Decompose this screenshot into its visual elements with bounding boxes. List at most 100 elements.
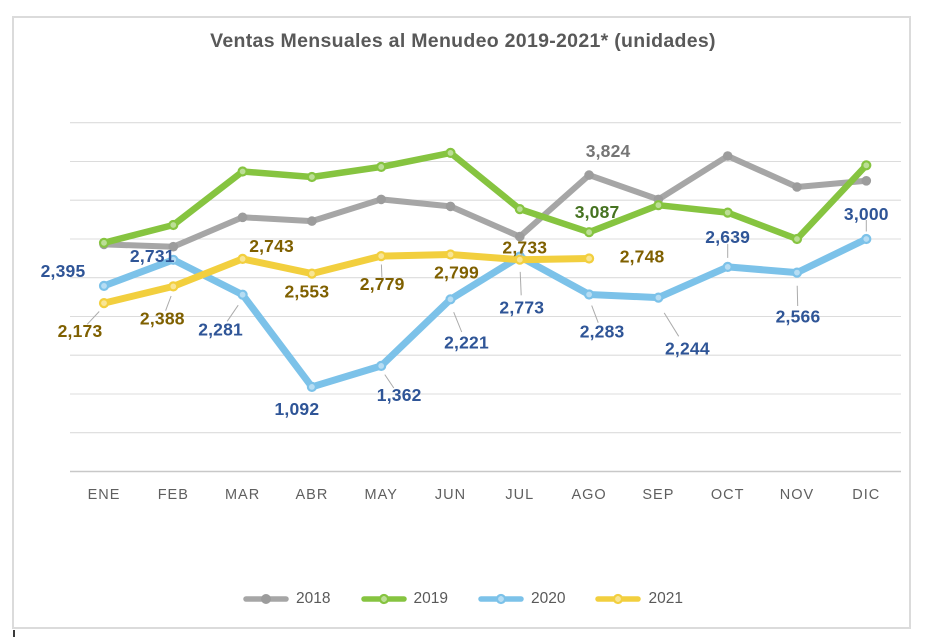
point-marker-2019-may: [376, 161, 387, 172]
legend-label-2021: 2021: [648, 590, 683, 607]
point-marker-2020-mar: [237, 289, 248, 300]
point-marker-2019-jun: [445, 147, 456, 158]
point-marker-2020-sep: [653, 292, 664, 303]
label-leader-line: [86, 311, 100, 325]
legend-item-2018: 2018: [243, 590, 331, 608]
point-marker-2018-oct: [722, 151, 733, 161]
data-label-2019-ago: 3,087: [575, 202, 620, 222]
point-marker-2020-abr: [306, 381, 317, 392]
data-label-2020-may: 1,362: [377, 385, 422, 405]
x-axis-label-may: MAY: [365, 487, 398, 503]
point-marker-2020-oct: [722, 261, 733, 272]
label-leader-line: [380, 264, 383, 278]
data-label-2020-nov: 2,566: [776, 307, 821, 327]
point-marker-2021-jun: [445, 249, 456, 260]
point-marker-2021-ene: [98, 298, 110, 309]
data-label-2020-oct: 2,639: [705, 227, 750, 247]
label-leader-line: [519, 271, 522, 296]
point-marker-2021-mar: [237, 253, 248, 264]
x-axis-label-ago: AGO: [571, 487, 606, 503]
point-marker-2018-mar: [237, 212, 248, 223]
data-label-2020-jul: 2,773: [499, 298, 544, 318]
point-marker-2018-dic: [861, 176, 872, 186]
point-marker-2020-feb: [168, 254, 179, 265]
point-marker-2020-ene: [98, 280, 110, 291]
point-marker-2019-mar: [237, 166, 248, 177]
x-axis-label-oct: OCT: [711, 487, 745, 503]
x-axis-label-sep: SEP: [642, 487, 674, 503]
x-axis-label-mar: MAR: [225, 487, 260, 503]
point-marker-2019-sep: [653, 200, 664, 211]
label-leader-line: [453, 312, 463, 333]
label-leader-line: [165, 295, 172, 311]
legend-marker-2019: [360, 593, 407, 605]
series-line-2020: [100, 235, 870, 391]
data-label-2020-feb: 2,731: [130, 246, 175, 266]
data-label-2021-feb: 2,388: [140, 308, 185, 328]
data-label-2021-may: 2,779: [360, 274, 405, 294]
legend-marker-2021: [595, 593, 642, 605]
point-marker-2018-nov: [792, 182, 802, 192]
x-axis-label-jun: JUN: [435, 487, 466, 503]
legend-item-2019: 2019: [360, 590, 448, 608]
x-axis-label-feb: FEB: [158, 487, 189, 503]
point-marker-2018-ago: [584, 170, 594, 180]
data-label-2020-ago: 2,283: [580, 322, 625, 342]
text-cursor-mark: [13, 630, 15, 637]
data-label-2021-ago: 2,748: [620, 247, 665, 267]
point-marker-2020-nov: [791, 267, 803, 278]
point-marker-2018-feb: [168, 241, 179, 252]
x-axis-label-jul: JUL: [505, 487, 534, 503]
point-marker-2019-jul: [514, 204, 525, 215]
point-marker-2019-feb: [168, 219, 179, 231]
point-marker-2018-abr: [307, 216, 317, 226]
label-leader-line: [663, 312, 680, 337]
x-axis-label-abr: ABR: [295, 487, 328, 503]
chart-object[interactable]: [12, 16, 911, 629]
point-marker-2020-ago: [583, 289, 595, 300]
point-marker-2019-ago: [583, 227, 595, 238]
point-marker-2019-oct: [722, 207, 733, 218]
data-label-2020-abr: 1,092: [275, 399, 320, 419]
x-axis-label-ene: ENE: [88, 487, 121, 503]
label-leader-line: [384, 374, 395, 389]
legend-item-2021: 2021: [595, 590, 683, 608]
point-marker-2018-jul: [515, 231, 525, 242]
data-label-2021-jul: 2,733: [502, 238, 547, 258]
point-marker-2018-may: [376, 194, 387, 205]
data-label-2020-jun: 2,221: [444, 332, 489, 352]
point-marker-2020-jun: [445, 294, 456, 305]
label-leader-line: [226, 304, 239, 322]
chart-legend: 2018 2019 2020 2021: [13, 590, 913, 608]
legend-label-2020: 2020: [531, 590, 566, 607]
point-marker-2019-ene: [98, 237, 110, 248]
x-axis-label-dic: DIC: [852, 487, 880, 503]
point-marker-2021-feb: [168, 281, 179, 292]
point-marker-2019-dic: [861, 160, 872, 171]
legend-marker-2018: [243, 594, 289, 604]
data-label-2020-mar: 2,281: [198, 320, 243, 340]
point-marker-2019-abr: [306, 171, 317, 183]
label-leader-line: [796, 285, 799, 307]
legend-marker-2020: [478, 593, 524, 605]
legend-item-2020: 2020: [478, 590, 565, 608]
data-label-2021-mar: 2,743: [249, 236, 294, 256]
point-marker-2021-jul: [514, 254, 525, 265]
point-marker-2021-may: [376, 251, 387, 262]
series-line-2021: [100, 251, 593, 307]
point-marker-2019-nov: [791, 233, 803, 245]
data-label-2020-sep: 2,244: [665, 339, 710, 359]
point-marker-2020-dic: [861, 233, 872, 245]
series-line-2018: [101, 153, 870, 250]
data-label-2021-jun: 2,799: [434, 263, 479, 283]
point-marker-2021-ago: [583, 253, 595, 264]
series-line-2019: [100, 149, 870, 247]
point-marker-2018-jun: [445, 201, 456, 212]
label-leader-line: [520, 250, 524, 257]
x-axis-label-nov: NOV: [780, 487, 814, 503]
chart-title: Ventas Mensuales al Menudeo 2019-2021* (…: [210, 30, 716, 52]
data-label-2021-abr: 2,553: [285, 282, 330, 302]
point-marker-2021-abr: [306, 268, 317, 279]
data-label-2020-ene: 2,395: [41, 261, 86, 281]
